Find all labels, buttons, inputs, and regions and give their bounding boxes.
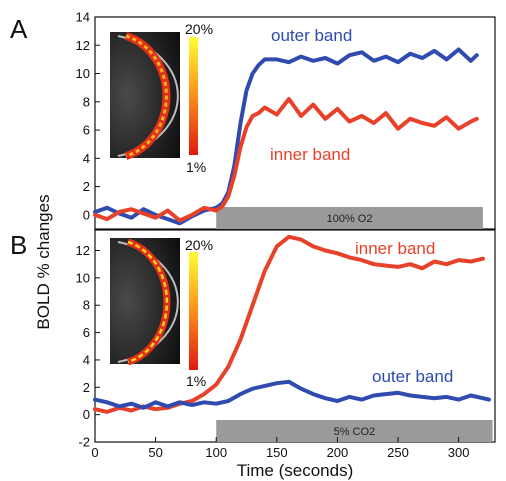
x-tick-label: 250 [387, 445, 409, 460]
colorbar-top-label-a: 20% [185, 21, 213, 37]
y-tick-label-b: 10 [76, 270, 90, 285]
y-tick-label-a: 14 [76, 10, 90, 25]
inset-image-b [110, 238, 180, 366]
x-axis-title: Time (seconds) [237, 461, 354, 480]
y-tick-label-b: 0 [83, 407, 90, 422]
series-label-outer-a: outer band [271, 26, 352, 45]
colorbar-bottom-label-a: 1% [186, 159, 206, 175]
y-tick-label-a: 2 [83, 179, 90, 194]
x-ticks: 0 50 100 150 200 250 300 [91, 437, 469, 460]
stimulus-bar-b [216, 420, 493, 442]
series-label-inner-b: inner band [355, 239, 435, 258]
x-tick-label: 200 [327, 445, 349, 460]
series-line-inner-b [93, 234, 485, 414]
x-tick-label: 100 [205, 445, 227, 460]
series-label-inner-a: inner band [270, 145, 350, 164]
mri-band-highlight-a [125, 34, 168, 158]
y-tick-label-a: 6 [83, 123, 90, 138]
y-axis-title: BOLD % changes [34, 194, 53, 329]
series-line-inner-a [93, 97, 479, 223]
series-line-outer-b [93, 379, 491, 410]
stimulus-bar-a [216, 207, 483, 229]
y-tick-label-b: 2 [83, 380, 90, 395]
series-lines-b [93, 234, 491, 414]
x-tick-label: 0 [91, 445, 98, 460]
colorbar-a [189, 37, 198, 155]
panel-letter-b: B [10, 230, 27, 260]
y-tick-label-a: 0 [83, 207, 90, 222]
series-line-outer-a [93, 47, 479, 226]
x-tick-label: 50 [148, 445, 162, 460]
mri-band-highlight-b [127, 240, 169, 364]
colorbar-top-label-b: 20% [185, 237, 213, 253]
y-tick-label-a: 8 [83, 94, 90, 109]
colorbar-bottom-label-b: 1% [186, 373, 206, 389]
panel-a: 100% O2 0 2 4 6 8 10 12 14 20% 1% outer band in… [76, 10, 496, 230]
x-tick-label: 300 [448, 445, 470, 460]
inset-image-a [110, 32, 180, 160]
y-tick-label-b: -2 [78, 435, 90, 450]
panel-letter-a: A [10, 14, 28, 44]
y-ticks-a: 0 2 4 6 8 10 12 14 [76, 10, 100, 222]
y-tick-label-b: 8 [83, 298, 90, 313]
panel-b: 5% CO2 -2 0 2 4 6 8 10 12 20% 1% inner band out… [76, 229, 496, 450]
y-tick-label-a: 4 [83, 151, 90, 166]
x-tick-label: 150 [266, 445, 288, 460]
colorbar-b [189, 252, 198, 370]
y-tick-label-b: 4 [83, 352, 90, 367]
y-tick-label-b: 6 [83, 325, 90, 340]
series-label-outer-b: outer band [372, 367, 453, 386]
y-ticks-b: -2 0 2 4 6 8 10 12 [76, 243, 100, 450]
y-tick-label-a: 10 [76, 66, 90, 81]
stimulus-label-b: 5% CO2 [334, 426, 376, 438]
series-lines-a [93, 47, 479, 226]
y-tick-label-a: 12 [76, 38, 90, 53]
stimulus-label-a: 100% O2 [327, 213, 373, 225]
y-tick-label-b: 12 [76, 243, 90, 258]
